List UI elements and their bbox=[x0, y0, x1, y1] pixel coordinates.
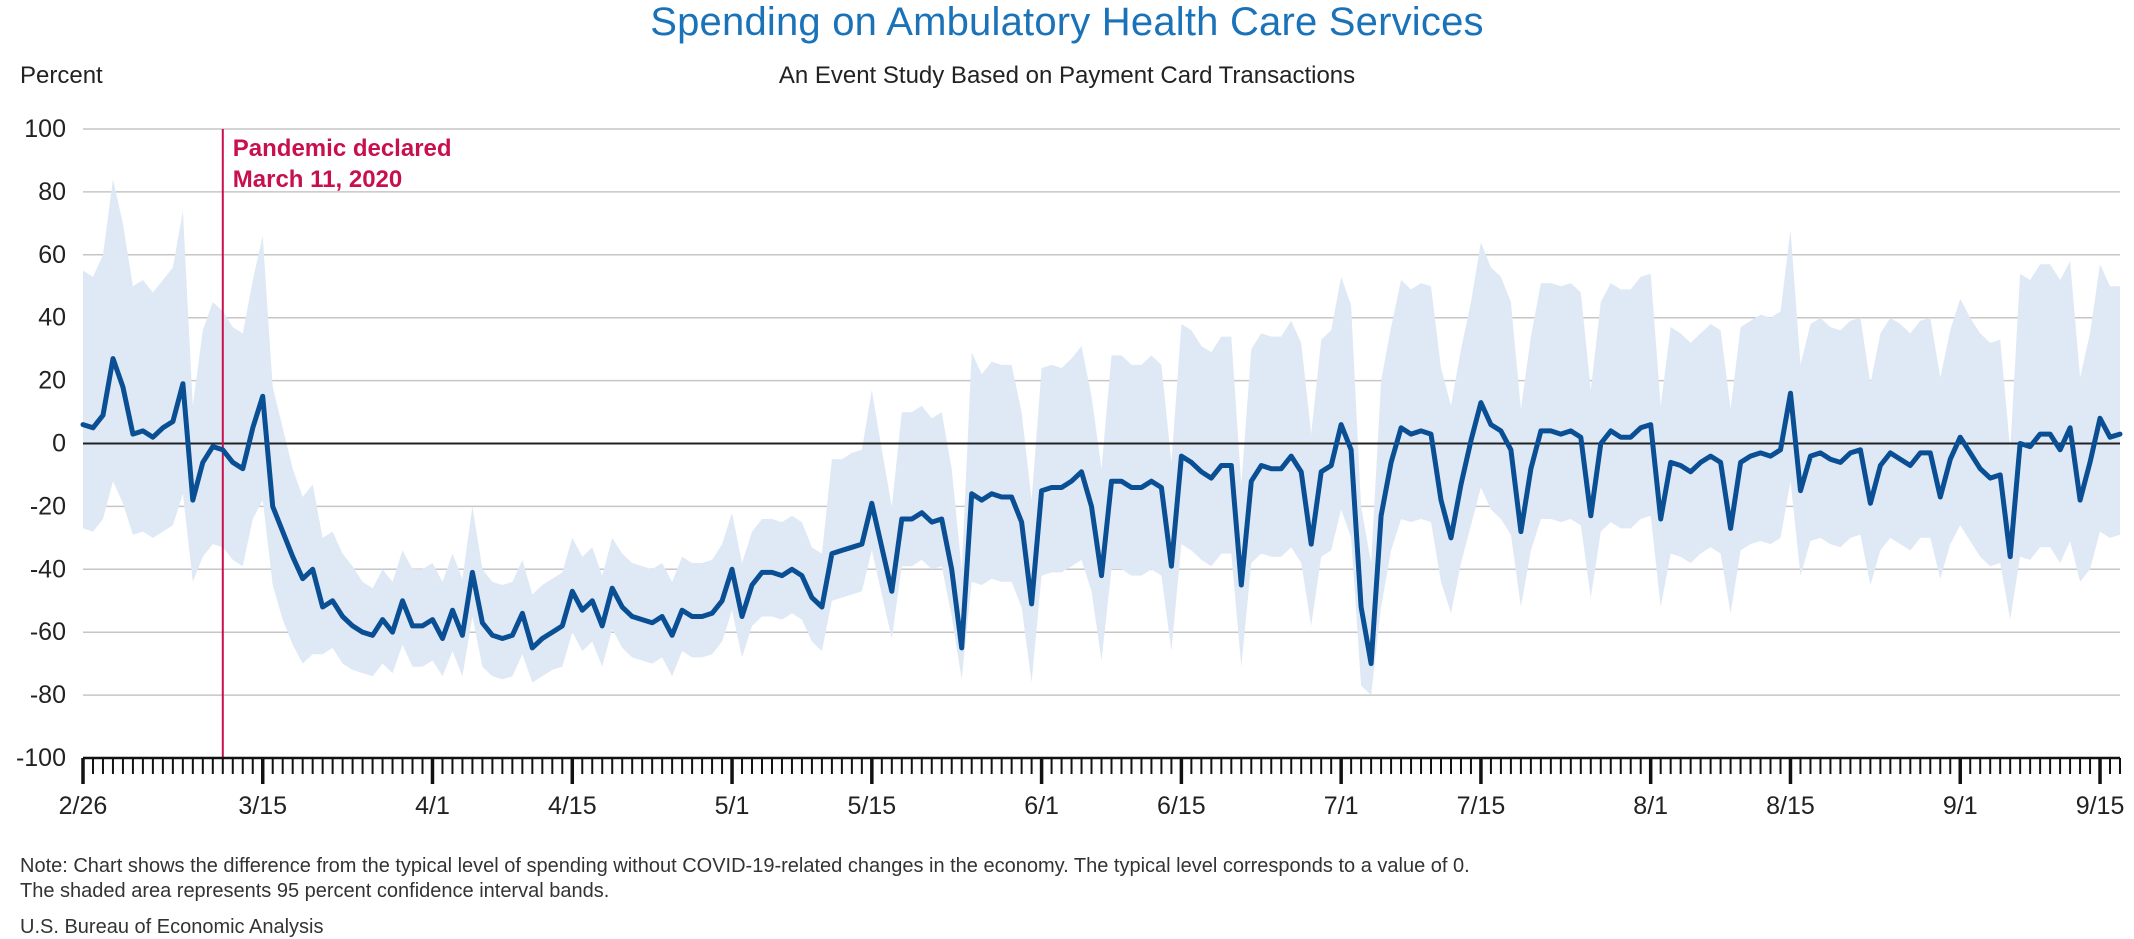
confidence-band bbox=[83, 179, 2120, 696]
event-label-line-2: March 11, 2020 bbox=[233, 166, 402, 193]
line-chart: Pandemic declared March 11, 2020 100 80 60 4… bbox=[16, 115, 2125, 820]
y-tick-label: -100 bbox=[16, 744, 66, 772]
y-tick-label: 100 bbox=[24, 115, 66, 143]
series-line bbox=[80, 356, 2123, 667]
x-tick-label: 6/15 bbox=[1157, 792, 1206, 820]
x-tick-label: 3/15 bbox=[238, 792, 287, 820]
source-credit: U.S. Bureau of Economic Analysis bbox=[20, 916, 324, 938]
event-marker-layer: Pandemic declared March 11, 2020 bbox=[221, 129, 452, 758]
y-tick-label: 20 bbox=[38, 367, 66, 395]
y-tick-label: 60 bbox=[38, 241, 66, 269]
event-label-line-1: Pandemic declared bbox=[233, 135, 452, 162]
x-tick-label: 2/26 bbox=[59, 792, 108, 820]
y-tick-label: 40 bbox=[38, 304, 66, 332]
series-line-layer bbox=[80, 356, 2123, 667]
x-tick-label: 6/1 bbox=[1024, 792, 1059, 820]
y-tick-label: -80 bbox=[30, 681, 66, 709]
note-line-2: The shaded area represents 95 percent co… bbox=[20, 880, 610, 902]
y-tick-label: 0 bbox=[52, 430, 66, 458]
x-tick-label: 4/15 bbox=[548, 792, 597, 820]
x-axis: 2/26 3/15 4/1 4/15 5/1 5/15 6/1 6/15 7/1 7/15 8/1 8… bbox=[59, 756, 2125, 820]
x-tick-label: 4/1 bbox=[415, 792, 450, 820]
y-axis: 100 80 60 40 20 0 -20 -40 -60 -80 -100 bbox=[16, 115, 66, 772]
chart-title: Spending on Ambulatory Health Care Servi… bbox=[650, 0, 1484, 44]
chart-subtitle: An Event Study Based on Payment Card Tra… bbox=[778, 62, 1356, 89]
x-tick-label: 5/15 bbox=[848, 792, 897, 820]
y-tick-label: -40 bbox=[30, 555, 66, 583]
x-tick-label: 7/15 bbox=[1457, 792, 1506, 820]
y-tick-label: -60 bbox=[30, 618, 66, 646]
confidence-band-layer bbox=[83, 179, 2120, 696]
x-tick-label: 9/1 bbox=[1943, 792, 1978, 820]
note-line-1: Note: Chart shows the difference from th… bbox=[20, 855, 1470, 877]
x-tick-label: 7/1 bbox=[1324, 792, 1359, 820]
x-tick-label: 8/1 bbox=[1633, 792, 1668, 820]
y-tick-label: 80 bbox=[38, 178, 66, 206]
x-tick-label: 8/15 bbox=[1766, 792, 1815, 820]
y-tick-label: -20 bbox=[30, 492, 66, 520]
x-tick-label: 9/15 bbox=[2076, 792, 2125, 820]
y-axis-label: Percent bbox=[20, 62, 103, 89]
x-tick-label: 5/1 bbox=[715, 792, 750, 820]
